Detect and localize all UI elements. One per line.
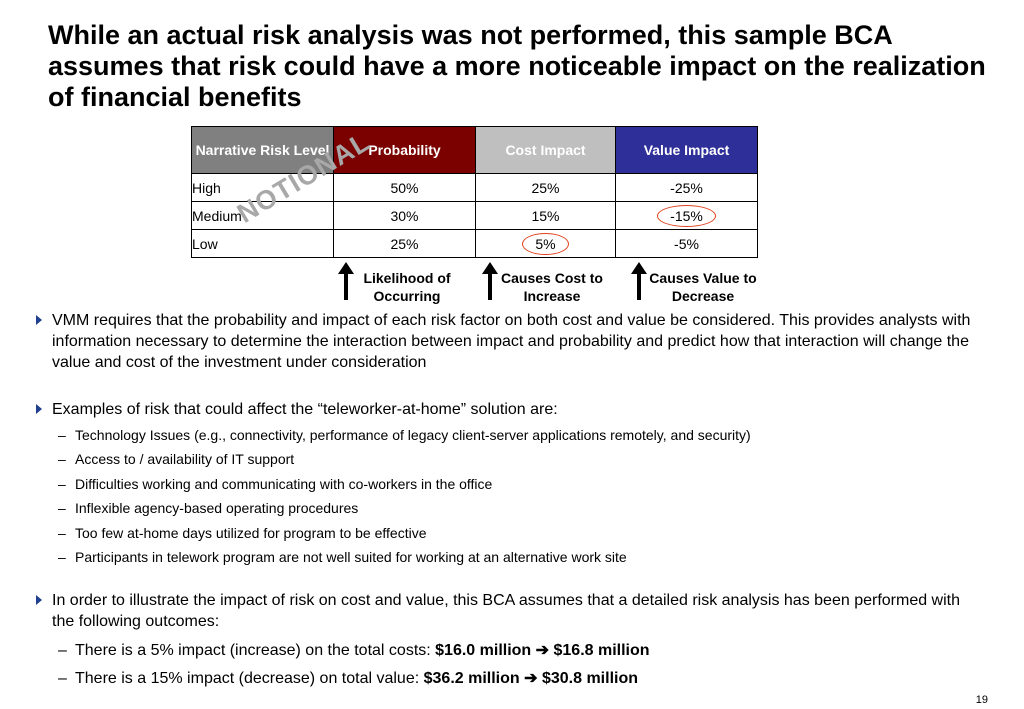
table-row: Medium 30% 15% -15%	[191, 201, 758, 230]
bullet-illustration: In order to illustrate the impact of ris…	[36, 590, 986, 632]
dash-icon: –	[58, 670, 67, 687]
bullet-vmm: VMM requires that the probability and im…	[36, 310, 986, 373]
dash-icon: –	[58, 500, 66, 516]
table-row: Low 25% 5% -5%	[191, 229, 758, 258]
list-item: – There is a 15% impact (decrease) on to…	[58, 668, 978, 689]
header-cost-impact: Cost Impact	[475, 126, 616, 174]
risk-level-cell: High	[191, 173, 334, 202]
bullet-arrow-icon	[36, 595, 42, 605]
risk-level-cell: Low	[191, 229, 334, 258]
highlight-circle: 5%	[522, 232, 569, 255]
annotation-likelihood: Likelihood of Occurring	[352, 269, 462, 305]
list-item: – Inflexible agency-based operating proc…	[58, 500, 359, 516]
list-item: – Difficulties working and communicating…	[58, 476, 493, 492]
outcome-figure: $36.2 million ➔ $30.8 million	[423, 670, 638, 687]
bullet-arrow-icon	[36, 315, 42, 325]
dash-icon: –	[58, 451, 66, 467]
probability-cell: 30%	[333, 201, 476, 230]
cost-impact-cell: 25%	[475, 173, 616, 202]
dash-icon: –	[58, 642, 67, 659]
list-item: – Participants in telework program are n…	[58, 549, 627, 565]
value-impact-cell: -5%	[615, 229, 758, 258]
list-item: – Access to / availability of IT support	[58, 451, 295, 467]
header-value-impact: Value Impact	[615, 126, 758, 174]
dash-icon: –	[58, 476, 66, 492]
page-number: 19	[975, 694, 988, 706]
cost-impact-cell: 5%	[475, 229, 616, 258]
value-impact-cell: -15%	[615, 201, 758, 230]
list-item: – Too few at-home days utilized for prog…	[58, 525, 427, 541]
dash-icon: –	[58, 427, 66, 443]
list-item: – Technology Issues (e.g., connectivity,…	[58, 427, 751, 443]
highlight-circle: -15%	[657, 204, 716, 227]
annotation-line: Decrease	[671, 288, 735, 304]
annotation-line: Causes Cost to	[501, 270, 603, 286]
list-item: – There is a 5% impact (increase) on the…	[58, 640, 978, 661]
outcome-figure: $16.0 million ➔ $16.8 million	[435, 642, 650, 659]
risk-level-cell: Medium	[191, 201, 334, 230]
value-impact-cell: -25%	[615, 173, 758, 202]
dash-icon: –	[58, 525, 66, 541]
outcome-text: There is a 5% impact (increase) on the t…	[75, 642, 436, 659]
table-header-row: Narrative Risk Level Probability Cost Im…	[191, 126, 758, 174]
slide-title: While an actual risk analysis was not pe…	[48, 20, 986, 112]
annotation-line: Increase	[523, 288, 581, 304]
outcome-text: There is a 15% impact (decrease) on tota…	[75, 670, 424, 687]
bullet-examples: Examples of risk that could affect the “…	[36, 399, 986, 420]
dash-icon: –	[58, 549, 66, 565]
cost-impact-cell: 15%	[475, 201, 616, 230]
table-row: High 50% 25% -25%	[191, 173, 758, 202]
up-arrow-icon	[338, 262, 354, 300]
up-arrow-icon	[631, 262, 647, 300]
annotation-line: Occurring	[373, 288, 441, 304]
probability-cell: 25%	[333, 229, 476, 258]
annotation-line: Likelihood of	[363, 270, 451, 286]
risk-table: Narrative Risk Level Probability Cost Im…	[191, 126, 758, 258]
annotation-cost: Causes Cost to Increase	[492, 269, 612, 305]
up-arrow-icon	[482, 262, 498, 300]
bullet-arrow-icon	[36, 404, 42, 414]
annotation-line: Causes Value to	[649, 270, 757, 286]
annotation-value: Causes Value to Decrease	[640, 269, 766, 305]
header-narrative-risk-level: Narrative Risk Level	[191, 126, 334, 174]
probability-cell: 50%	[333, 173, 476, 202]
